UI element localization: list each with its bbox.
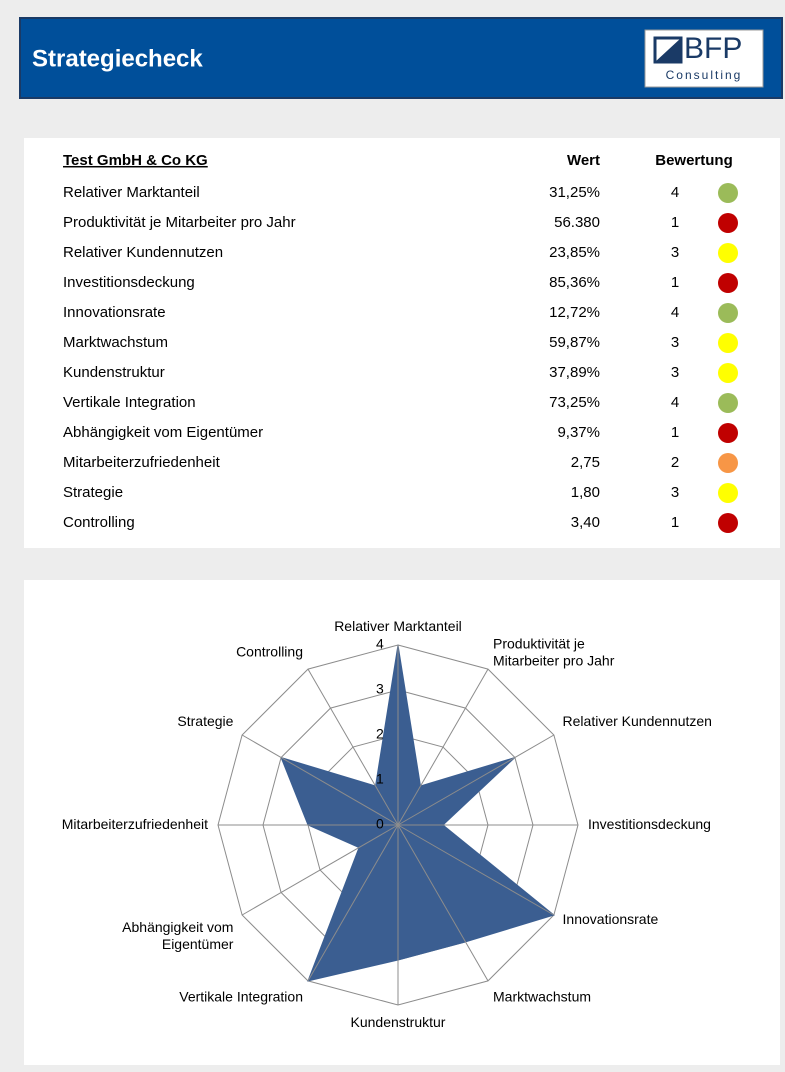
axis-label: Innovationsrate bbox=[563, 911, 659, 927]
row-label: Produktivität je Mitarbeiter pro Jahr bbox=[63, 214, 296, 231]
r-tick-label: 3 bbox=[376, 681, 384, 697]
row-value: 23,85% bbox=[549, 244, 600, 261]
row-rating: 2 bbox=[671, 454, 679, 471]
axis-label: Controlling bbox=[236, 643, 303, 659]
row-rating: 1 bbox=[671, 214, 679, 231]
rating-dot bbox=[718, 363, 738, 383]
rating-dot bbox=[718, 333, 738, 353]
rating-dot bbox=[718, 423, 738, 443]
row-label: Kundenstruktur bbox=[63, 364, 165, 381]
axis-label: Investitionsdeckung bbox=[588, 816, 711, 832]
axis-label-line: Mitarbeiter pro Jahr bbox=[493, 652, 615, 668]
axis-label: Relativer Kundennutzen bbox=[563, 713, 712, 729]
axis-label-line: Abhängigkeit vom bbox=[122, 919, 233, 935]
row-label: Strategie bbox=[63, 484, 123, 501]
logo-sub: Consulting bbox=[666, 68, 743, 82]
row-value: 31,25% bbox=[549, 184, 600, 201]
axis-label-line: Strategie bbox=[177, 713, 233, 729]
axis-label-line: Eigentümer bbox=[162, 936, 234, 952]
row-value: 73,25% bbox=[549, 394, 600, 411]
axis-label: Relativer Marktanteil bbox=[334, 618, 462, 634]
axis-spoke bbox=[397, 824, 489, 982]
row-label: Marktwachstum bbox=[63, 334, 168, 351]
axis-label: Marktwachstum bbox=[493, 988, 591, 1004]
row-value: 3,40 bbox=[571, 514, 600, 531]
axis-spoke bbox=[241, 824, 399, 916]
axis-spoke bbox=[397, 734, 555, 826]
row-label: Controlling bbox=[63, 514, 135, 531]
row-value: 37,89% bbox=[549, 364, 600, 381]
r-tick-label: 0 bbox=[376, 816, 384, 832]
axis-spoke bbox=[307, 824, 399, 982]
row-label: Investitionsdeckung bbox=[63, 274, 195, 291]
r-tick-label: 1 bbox=[376, 771, 384, 787]
axis-label: Mitarbeiterzufriedenheit bbox=[62, 816, 208, 832]
axis-spoke bbox=[241, 734, 399, 826]
rating-dot bbox=[718, 393, 738, 413]
axis-label-line: Innovationsrate bbox=[563, 911, 659, 927]
row-value: 56.380 bbox=[554, 214, 600, 231]
axis-label-line: Kundenstruktur bbox=[351, 1014, 446, 1030]
table-header: Wert bbox=[567, 152, 600, 169]
row-label: Relativer Marktanteil bbox=[63, 184, 200, 201]
header-title: Strategiecheck bbox=[32, 45, 203, 72]
axis-label: Vertikale Integration bbox=[179, 988, 303, 1004]
axis-label-line: Relativer Kundennutzen bbox=[563, 713, 712, 729]
row-rating: 3 bbox=[671, 244, 679, 261]
row-value: 1,80 bbox=[571, 484, 600, 501]
axis-label-line: Controlling bbox=[236, 643, 303, 659]
axis-label-line: Mitarbeiterzufriedenheit bbox=[62, 816, 208, 832]
row-value: 2,75 bbox=[571, 454, 600, 471]
axis-label-line: Marktwachstum bbox=[493, 988, 591, 1004]
rating-dot bbox=[718, 483, 738, 503]
r-tick-label: 4 bbox=[376, 636, 384, 652]
r-tick-label: 2 bbox=[376, 726, 384, 742]
row-rating: 4 bbox=[671, 394, 679, 411]
row-label: Abhängigkeit vom Eigentümer bbox=[63, 424, 263, 441]
axis-spoke bbox=[397, 668, 489, 826]
rating-dot bbox=[718, 453, 738, 473]
axis-label: Produktivität je Mitarbeiter pro Jahr bbox=[493, 635, 615, 668]
rating-dot bbox=[718, 243, 738, 263]
logo-name: BFP bbox=[684, 32, 742, 65]
axis-label-line: Investitionsdeckung bbox=[588, 816, 711, 832]
row-label: Innovationsrate bbox=[63, 304, 166, 321]
rating-dot bbox=[718, 513, 738, 533]
rating-dot bbox=[718, 213, 738, 233]
table-header: Bewertung bbox=[655, 152, 733, 169]
axis-label-line: Relativer Marktanteil bbox=[334, 618, 462, 634]
row-label: Mitarbeiterzufriedenheit bbox=[63, 454, 221, 471]
rating-dot bbox=[718, 183, 738, 203]
row-label: Relativer Kundennutzen bbox=[63, 244, 223, 261]
axis-label: Strategie bbox=[177, 713, 233, 729]
row-rating: 3 bbox=[671, 334, 679, 351]
rating-dot bbox=[718, 303, 738, 323]
axis-label: Abhängigkeit vom Eigentümer bbox=[122, 919, 234, 952]
axis-spoke bbox=[307, 668, 399, 826]
row-value: 59,87% bbox=[549, 334, 600, 351]
row-rating: 4 bbox=[671, 184, 679, 201]
table-header: Test GmbH & Co KG bbox=[63, 152, 208, 169]
row-rating: 3 bbox=[671, 484, 679, 501]
row-value: 85,36% bbox=[549, 274, 600, 291]
axis-label: Kundenstruktur bbox=[351, 1014, 446, 1030]
row-label: Vertikale Integration bbox=[63, 394, 196, 411]
row-value: 12,72% bbox=[549, 304, 600, 321]
rating-dot bbox=[718, 273, 738, 293]
row-rating: 3 bbox=[671, 364, 679, 381]
row-rating: 1 bbox=[671, 514, 679, 531]
axis-label-line: Vertikale Integration bbox=[179, 988, 303, 1004]
axis-label-line: Produktivität je bbox=[493, 635, 585, 651]
logo-icon bbox=[653, 36, 683, 64]
table-panel bbox=[24, 138, 780, 548]
row-value: 9,37% bbox=[557, 424, 600, 441]
row-rating: 1 bbox=[671, 274, 679, 291]
row-rating: 4 bbox=[671, 304, 679, 321]
axis-spoke bbox=[397, 824, 555, 916]
row-rating: 1 bbox=[671, 424, 679, 441]
